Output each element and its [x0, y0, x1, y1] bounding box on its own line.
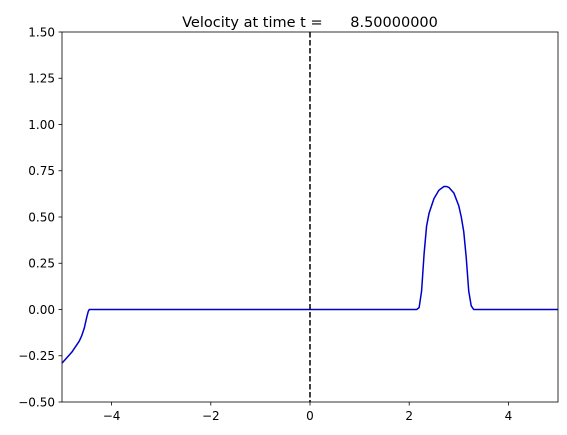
x-tick-label: 2	[405, 409, 413, 423]
y-tick-label: 1.00	[28, 118, 55, 132]
y-tick-label: 0.75	[28, 164, 55, 178]
y-tick-label: 0.25	[28, 257, 55, 271]
x-tick-label: 0	[306, 409, 314, 423]
y-tick-label: 0.50	[28, 210, 55, 224]
y-tick-label: 1.25	[28, 72, 55, 86]
chart-title: Velocity at time t = 8.50000000	[182, 15, 438, 31]
axes: −4 −2 0 2 4 −0.50 −0.25 0.00 0.25 0.50 0.75 1.00 1.2…	[18, 25, 559, 423]
y-tick-label: −0.25	[18, 349, 55, 363]
y-tick-label: 1.50	[28, 25, 55, 39]
velocity-line-0	[62, 185, 558, 364]
x-tick-label: −4	[103, 409, 121, 423]
x-tick-label: 4	[505, 409, 513, 423]
x-tick-label: −2	[202, 409, 220, 423]
y-tick-label: −0.50	[18, 395, 55, 409]
y-tick-label: 0.00	[28, 303, 55, 317]
plot-area	[62, 32, 558, 402]
